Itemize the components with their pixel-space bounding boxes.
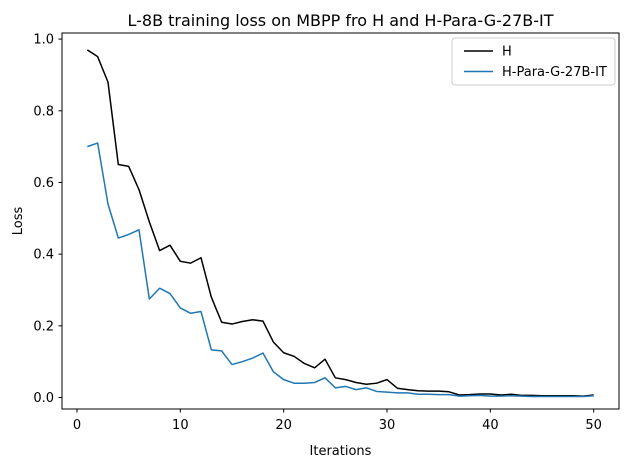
- y-tick-label-0.0: 0.0: [33, 391, 54, 406]
- y-tick-label-1.0: 1.0: [33, 33, 54, 48]
- x-tick-label-0: 0: [73, 418, 81, 433]
- legend-label-H-Para-G-27B-IT: H-Para-G-27B-IT: [502, 65, 607, 80]
- x-tick-label-40: 40: [482, 418, 499, 433]
- axes-frame: [61, 32, 620, 410]
- y-tick-label-0.8: 0.8: [33, 104, 54, 119]
- y-axis-label: Loss: [11, 207, 26, 236]
- x-axis-label: Iterations: [310, 444, 372, 459]
- legend-box: [451, 37, 616, 86]
- chart-title: L-8B training loss on MBPP fro H and H-P…: [128, 11, 554, 30]
- x-tick-label-30: 30: [379, 418, 396, 433]
- x-tick-label-50: 50: [585, 418, 602, 433]
- legend-label-H: H: [502, 45, 512, 60]
- y-tick-label-0.4: 0.4: [33, 248, 54, 263]
- x-tick-label-20: 20: [275, 418, 292, 433]
- series-line-H-Para-G-27B-IT: [87, 142, 594, 398]
- y-tick-label-0.6: 0.6: [33, 176, 54, 191]
- y-tick-label-0.2: 0.2: [33, 319, 54, 334]
- x-tick-label-10: 10: [172, 418, 189, 433]
- series-line-H: [86, 49, 594, 397]
